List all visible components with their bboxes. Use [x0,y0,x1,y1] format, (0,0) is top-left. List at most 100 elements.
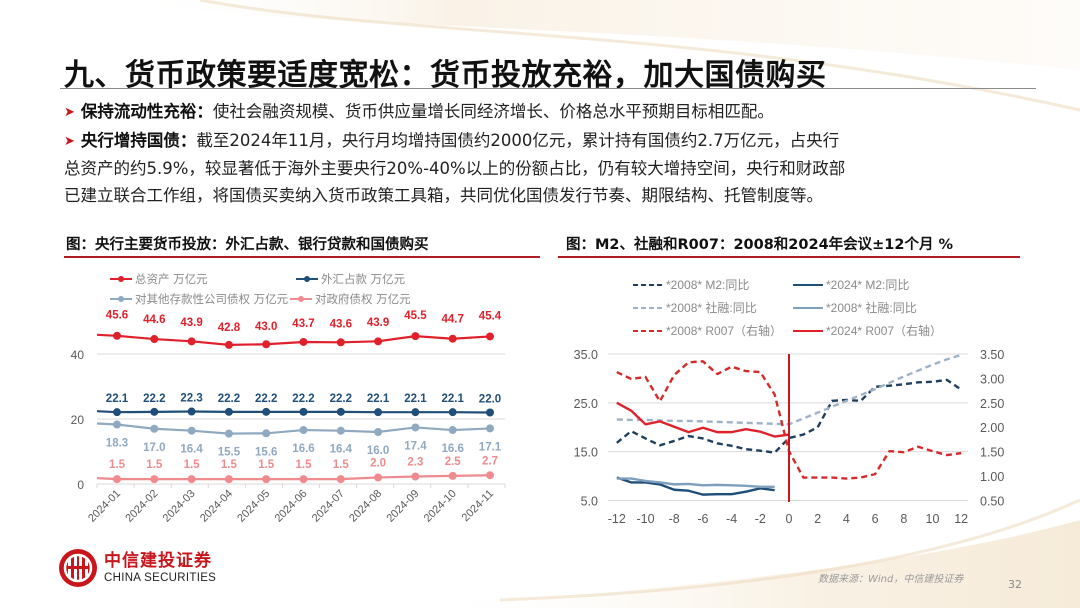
data-label: 15.6 [255,446,277,458]
legend-government: 对政府债权 万亿元 [290,291,411,307]
data-label: 1.5 [333,459,350,471]
legend-r007-2008: *2008* R007（右轴） [633,322,782,339]
data-label: 22.2 [292,393,314,405]
legend-dashed-line-icon [633,306,663,309]
data-label: 16.6 [292,443,314,455]
left-chart-title: 图：央行主要货币投放：外汇占款、银行贷款和国债购买 [66,237,429,253]
data-point [150,335,159,344]
data-label: 43.9 [180,317,202,329]
legend-label: *2008* M2:同比 [666,278,750,292]
data-point [336,475,345,484]
data-point [486,471,494,480]
y2-tick-label: 2.50 [980,397,1004,411]
data-point [486,332,494,341]
x-tick-label: -12 [608,512,626,526]
bullet-text: 使社会融资规模、货币供应量增长同经济增长、价格总水平预期目标相匹配。 [212,102,774,121]
data-point [336,426,345,435]
legend-dashed-line-icon [633,329,663,332]
data-point [187,337,196,346]
data-label: 2.7 [482,455,498,467]
data-label: 16.4 [180,444,203,456]
legend-line-marker-icon [110,276,132,282]
data-label: 43.7 [292,318,314,330]
x-tick-label: -2 [755,512,766,526]
y-tick-label: 25.0 [574,397,598,411]
data-label: 22.1 [442,393,465,405]
data-point [150,424,159,433]
data-point [299,426,308,435]
data-source-note: 数据来源：Wind，中信建投证券 [818,574,964,585]
data-label: 22.2 [143,393,165,405]
data-point [224,407,233,416]
data-point [187,475,196,484]
legend-line-marker-icon [296,276,318,282]
data-point [336,407,345,416]
left-chart-title-rule [64,256,540,258]
data-label: 1.5 [109,459,126,471]
x-tick-label: -8 [669,512,680,526]
x-tick-label: 8 [900,512,907,526]
bullet-key: 保持流动性充裕： [80,102,213,121]
y-tick-label: 5.0 [581,494,598,508]
data-point [299,337,308,346]
bullet-text-line: 总资产的约5.9%，较显著低于海外主要央行20%-40%以上的份额占比，仍有较大… [64,159,846,178]
data-label: 2.0 [370,458,386,470]
title-divider [60,88,1036,89]
right-chart-title: 图：M2、社融和R007：2008和2024年会议±12个月 % [566,237,954,253]
logo-chinese-name: 中信建投证券 [104,551,212,571]
legend-dashed-line-icon [633,283,663,286]
y-tick-label: 0 [77,478,84,492]
company-logo: 中信建投证券 CHINA SECURITIES [58,548,216,588]
x-tick-label: 2 [814,512,821,526]
data-label: 16.6 [442,443,464,455]
data-point [187,426,196,435]
legend-tsf-2008-solid: *2008* 社融:同比 [793,299,917,316]
bullet-text: 截至2024年11月，央行月均增持国债约2000亿元，累计持有国债约2.7万亿元… [196,130,840,150]
legend-label: *2024* R007（右轴） [826,324,943,338]
x-tick-label: 0 [786,512,793,526]
data-label: 43.0 [255,321,277,333]
data-label: 45.5 [404,310,427,322]
data-label: 1.5 [296,459,313,471]
y2-tick-label: 3.00 [980,372,1004,386]
data-label: 22.1 [367,393,390,405]
legend-line-marker-icon [290,296,312,302]
x-tick-label: -10 [636,512,654,526]
data-point [336,338,345,347]
x-tick-label: -4 [726,512,737,526]
legend-label: *2008* 社融:同比 [666,301,757,315]
data-point [262,407,271,416]
legend-m2-2008: *2008* M2:同比 [633,276,749,293]
y-tick-label: 15.0 [574,446,598,460]
bullet-key: 央行增持国债： [80,130,197,150]
series-line [616,378,962,454]
data-point [486,424,494,433]
x-tick-label: -6 [697,512,708,526]
arrow-bullet-icon: ➤ [64,133,75,149]
legend-solid-line-icon [793,329,823,332]
data-label: 17.1 [479,441,502,453]
data-label: 1.5 [184,459,201,471]
data-label: 22.1 [106,393,129,405]
y-tick-label: 35.0 [574,348,598,362]
legend-m2-2024: *2024* M2:同比 [793,276,909,293]
x-tick-label: 10 [926,512,940,526]
legend-fx: 外汇占款 万亿元 [296,271,405,287]
right-line-chart: 5.0 15.0 25.0 35.0 0.50 1.00 1.50 2.00 2.50 3.00 3… [574,348,1005,526]
data-point [448,426,457,435]
data-point [150,475,159,484]
data-point [113,475,121,484]
data-label: 22.2 [255,393,277,405]
legend-label: *2024* M2:同比 [826,278,910,292]
data-point [150,407,159,416]
legend-solid-line-icon [793,283,823,286]
data-label: 17.0 [143,442,165,454]
legend-label: *2008* 社融:同比 [826,301,917,315]
data-point [448,471,457,480]
data-point [486,408,494,417]
data-point [374,473,383,482]
logo-english-name: CHINA SECURITIES [104,572,217,584]
legend-other-depository: 对其他存款性公司债权 万亿元 [110,291,288,307]
bullet-text-line: 已建立联合工作组，将国债买卖纳入货币政策工具箱，共同优化国债发行节奏、期限结构、… [64,185,823,205]
